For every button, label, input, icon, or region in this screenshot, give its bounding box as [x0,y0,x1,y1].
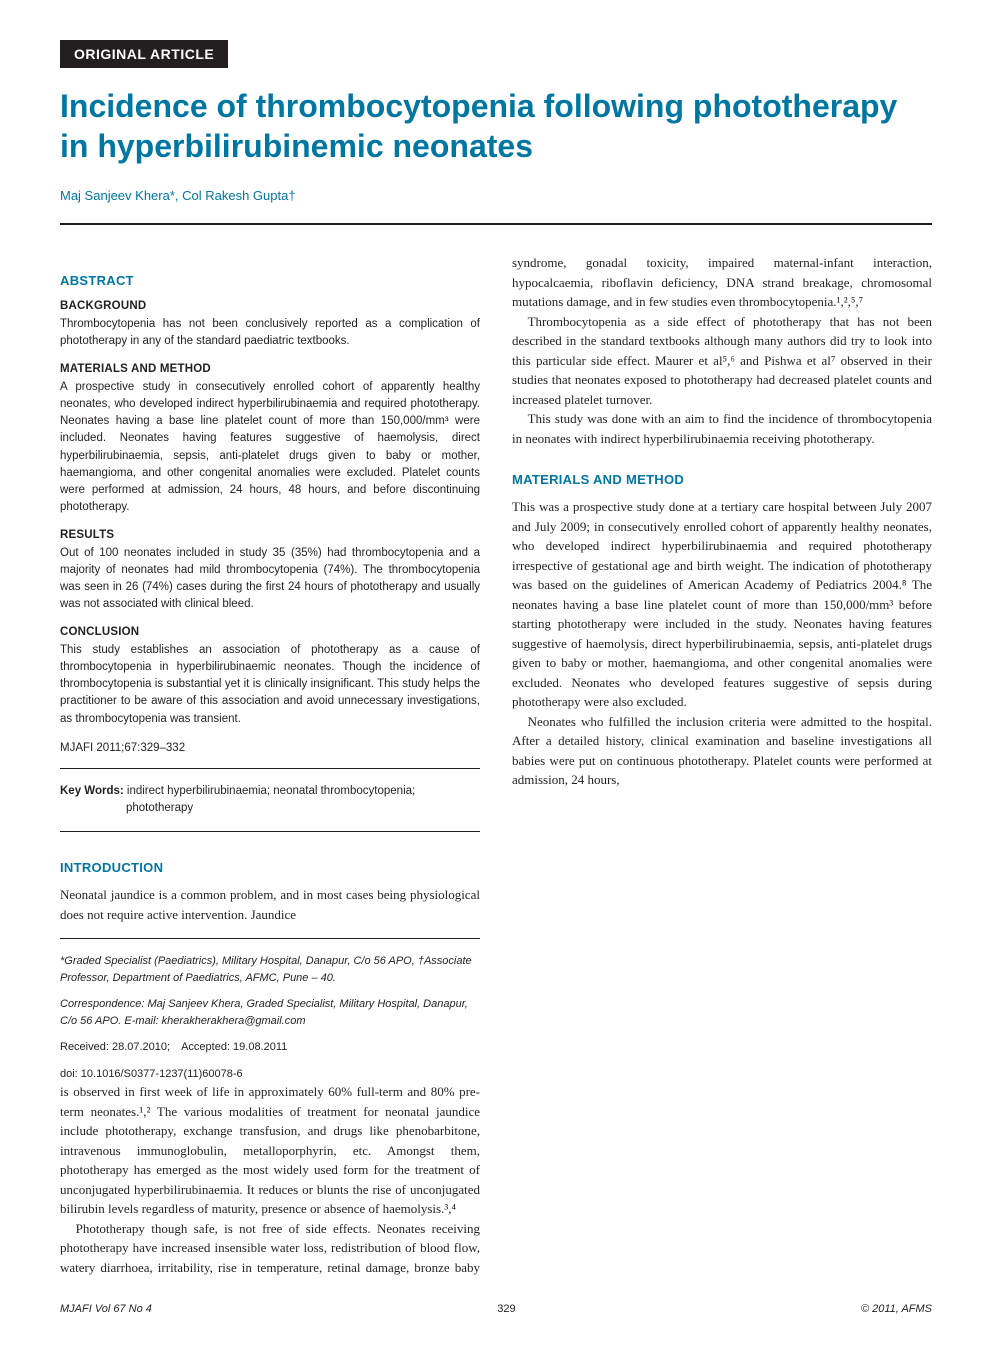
intro-p1: Neonatal jaundice is a common problem, a… [60,885,480,924]
intro-p5: This study was done with an aim to find … [512,409,932,448]
intro-p2: is observed in first week of life in app… [60,1082,480,1219]
abstract-materials-heading: MATERIALS AND METHOD [60,363,480,375]
footer-left: MJAFI Vol 67 No 4 [60,1303,152,1315]
article-type-label: ORIGINAL ARTICLE [60,40,228,68]
methods-p1: This was a prospective study done at a t… [512,497,932,712]
abstract-results-text: Out of 100 neonates included in study 35… [60,545,480,614]
materials-heading: MATERIALS AND METHOD [512,472,932,487]
citation: MJAFI 2011;67:329–332 [60,742,480,754]
footer-page-number: 329 [497,1303,515,1315]
keywords-rule-top [60,768,480,769]
abstract-conclusion-text: This study establishes an association of… [60,642,480,728]
abstract-background-heading: BACKGROUND [60,300,480,312]
keywords-rule-bottom [60,831,480,832]
footnote-rule [60,938,480,939]
page-footer: MJAFI Vol 67 No 4 329 © 2011, AFMS [60,1303,932,1315]
introduction-heading: INTRODUCTION [60,860,480,875]
methods-p2: Neonates who fulfilled the inclusion cri… [512,712,932,790]
two-column-body: ABSTRACT BACKGROUND Thrombocytopenia has… [60,253,932,1283]
keywords-label: Key Words: [60,785,124,797]
abstract-materials-text: A prospective study in consecutively enr… [60,379,480,517]
authors: Maj Sanjeev Khera*, Col Rakesh Gupta† [60,188,932,203]
footnote-affiliations: *Graded Specialist (Paediatrics), Milita… [60,953,480,986]
header-rule [60,223,932,225]
abstract-background-text: Thrombocytopenia has not been conclusive… [60,316,480,351]
footnote-correspondence: Correspondence: Maj Sanjeev Khera, Grade… [60,996,480,1029]
article-title: Incidence of thrombocytopenia following … [60,86,932,166]
footer-right: © 2011, AFMS [861,1303,932,1315]
keywords: Key Words: indirect hyperbilirubinaemia;… [60,783,480,818]
intro-p4: Thrombocytopenia as a side effect of pho… [512,312,932,410]
footnote-received-accepted: Received: 28.07.2010; Accepted: 19.08.20… [60,1039,480,1056]
keywords-text: indirect hyperbilirubinaemia; neonatal t… [126,785,415,814]
footnote-doi: doi: 10.1016/S0377-1237(11)60078-6 [60,1066,480,1083]
abstract-conclusion-heading: CONCLUSION [60,626,480,638]
abstract-heading: ABSTRACT [60,273,480,288]
abstract-results-heading: RESULTS [60,529,480,541]
